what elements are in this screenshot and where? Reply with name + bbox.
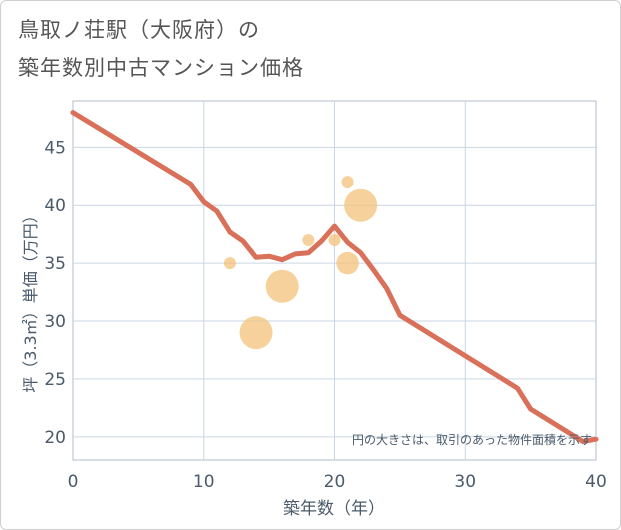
x-tick-label: 40 bbox=[585, 472, 607, 492]
bubble-series bbox=[223, 176, 378, 350]
trend-line bbox=[70, 110, 599, 444]
trend-line-series bbox=[70, 110, 599, 444]
x-tick-label: 30 bbox=[454, 472, 476, 492]
y-tick-label: 25 bbox=[44, 370, 66, 390]
bubble-point bbox=[328, 233, 341, 246]
bubble-point bbox=[265, 269, 299, 303]
grid-lines bbox=[73, 101, 596, 460]
chart-title-line1: 鳥取ノ荘駅（大阪府）の bbox=[18, 18, 260, 42]
y-tick-label: 35 bbox=[44, 254, 66, 274]
y-tick-label: 30 bbox=[44, 312, 66, 332]
bubble-point bbox=[239, 316, 273, 350]
bubble-point bbox=[302, 233, 315, 246]
x-axis-label: 築年数（年） bbox=[283, 499, 385, 519]
bubble-point bbox=[341, 176, 354, 189]
bubble-point bbox=[336, 251, 359, 275]
x-tick-label: 20 bbox=[324, 472, 346, 492]
size-annotation: 円の大きさは、取引のあった物件面積を示す bbox=[352, 432, 592, 447]
y-axis-label: 坪（3.3㎡）単価（万円） bbox=[21, 207, 40, 392]
x-tick-label: 0 bbox=[68, 472, 79, 492]
chart-title-line2: 築年数別中古マンション価格 bbox=[18, 56, 304, 80]
axis-ticks: 0 10 20 30 40 20 25 30 35 40 45 bbox=[44, 138, 606, 492]
y-tick-label: 40 bbox=[44, 196, 66, 216]
bubble-point bbox=[223, 257, 236, 270]
x-tick-label: 10 bbox=[193, 472, 215, 492]
y-tick-label: 20 bbox=[44, 428, 66, 448]
y-tick-label: 45 bbox=[44, 138, 66, 158]
bubble-point bbox=[344, 188, 378, 222]
